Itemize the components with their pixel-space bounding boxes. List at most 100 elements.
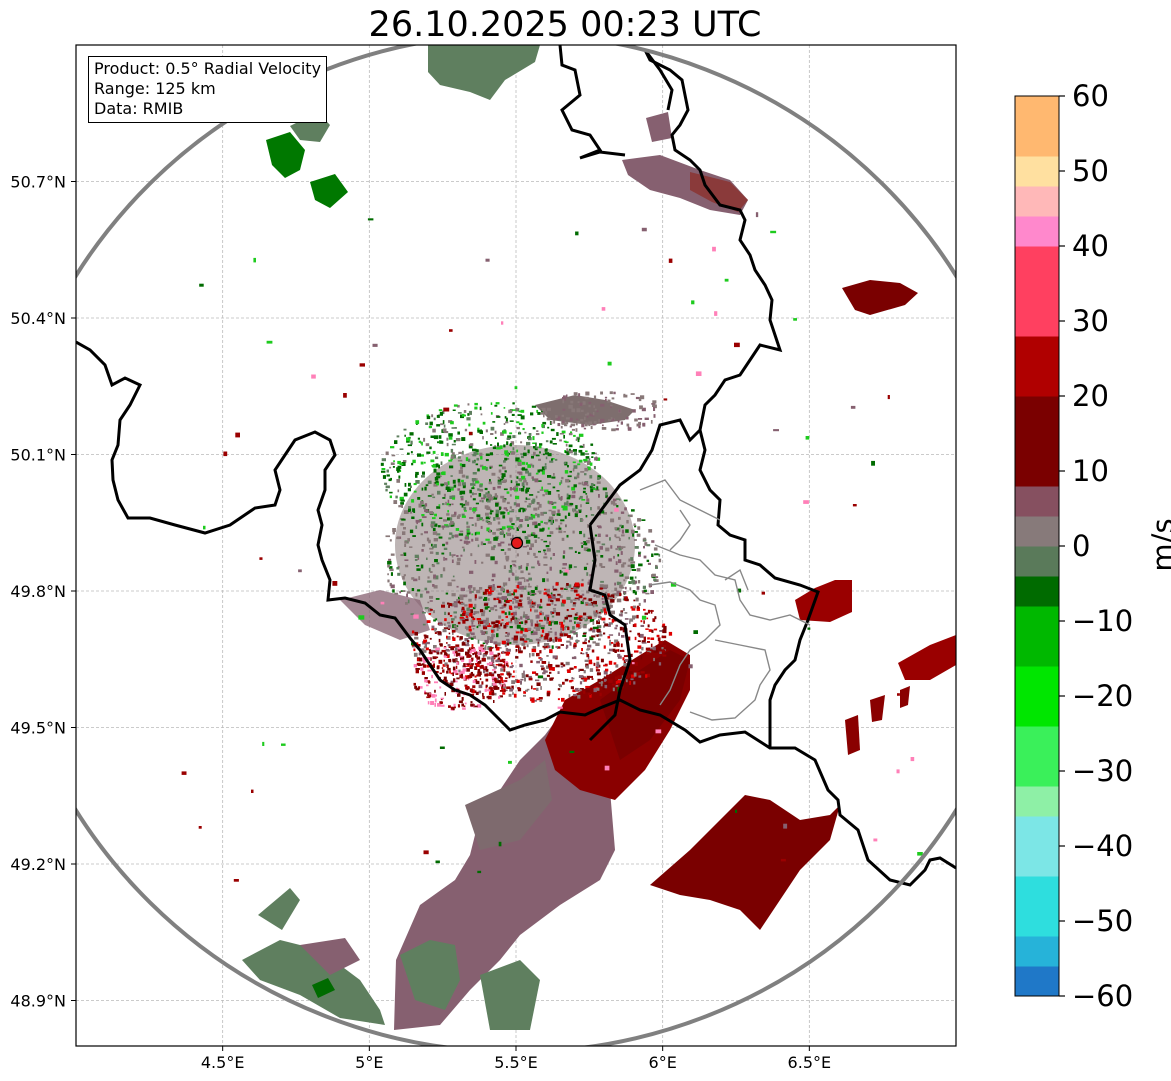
speckle (521, 461, 526, 465)
speckle (415, 687, 420, 691)
speckle (504, 450, 509, 454)
speckle (617, 675, 621, 680)
speckle (447, 510, 449, 513)
speckle (390, 446, 395, 449)
speckle (461, 675, 464, 679)
speckle (467, 678, 470, 681)
speckle (481, 497, 486, 500)
speckle (587, 655, 590, 660)
speckle (647, 637, 650, 640)
speckle (451, 554, 454, 558)
speckle (448, 433, 453, 437)
echo-sw-cluster (242, 940, 385, 1025)
speckle (485, 621, 489, 626)
speckle (662, 629, 667, 634)
speckle (640, 624, 645, 627)
speckle (604, 591, 608, 594)
speckle (588, 659, 593, 664)
speckle (439, 517, 443, 519)
speckle (506, 589, 509, 593)
speckle (566, 644, 569, 648)
speckle (466, 417, 471, 421)
speckle (533, 451, 536, 456)
speckle (566, 640, 571, 643)
speckle (651, 629, 654, 633)
speckle (568, 448, 571, 451)
speckle (528, 677, 533, 681)
speckle (411, 588, 415, 591)
speckle (574, 513, 578, 518)
speckle (586, 590, 590, 594)
speckle (457, 648, 463, 652)
speckle (514, 619, 519, 624)
speckle (425, 647, 429, 651)
speckle (456, 598, 460, 602)
speckle-isolated (770, 230, 777, 234)
speckle (526, 688, 530, 691)
speckle (501, 688, 506, 692)
speckle (485, 538, 490, 541)
speckle (586, 616, 589, 618)
speckle (488, 687, 493, 691)
speckle (634, 650, 639, 653)
speckle (636, 614, 639, 619)
speckle (502, 660, 505, 663)
speckle (500, 472, 503, 475)
speckle (634, 418, 638, 422)
speckle-isolated (691, 300, 695, 305)
speckle (620, 421, 623, 425)
speckle (635, 396, 640, 400)
speckle (466, 528, 470, 533)
speckle (568, 480, 571, 483)
info-source: Data: RMIB (94, 99, 184, 118)
speckle (577, 401, 580, 404)
radar-site-marker[interactable] (510, 536, 524, 550)
speckle (490, 657, 495, 660)
speckle (469, 631, 472, 634)
speckle (558, 530, 563, 534)
speckle (510, 612, 514, 616)
speckle (403, 510, 408, 514)
speckle (489, 452, 493, 456)
speckle (511, 616, 515, 620)
speckle (565, 646, 568, 650)
speckle (539, 528, 544, 532)
speckle (577, 694, 581, 699)
speckle (569, 636, 574, 640)
speckle (491, 634, 496, 638)
speckle (433, 645, 437, 649)
speckle (414, 636, 419, 640)
speckle (606, 674, 609, 677)
speckle (661, 647, 664, 650)
speckle (476, 517, 480, 521)
speckle (598, 494, 600, 498)
speckle (586, 562, 589, 565)
speckle (530, 533, 535, 537)
speckle-isolated (714, 311, 718, 316)
speckle (479, 609, 484, 613)
speckle (509, 688, 514, 692)
speckle (427, 669, 432, 672)
speckle (574, 476, 578, 480)
y-tick-label: 48.9°N (10, 992, 66, 1011)
speckle (446, 670, 449, 674)
speckle (491, 659, 495, 664)
speckle (600, 403, 605, 407)
speckle (396, 567, 399, 570)
speckle (516, 517, 520, 521)
speckle (502, 466, 506, 470)
speckle (473, 493, 477, 495)
speckle (663, 625, 667, 630)
speckle (628, 536, 630, 540)
colorbar-segment (1015, 156, 1059, 187)
speckle (433, 435, 438, 440)
speckle (629, 671, 633, 675)
x-tick-label: 6°E (649, 1053, 677, 1072)
speckle (491, 579, 494, 582)
speckle (535, 679, 540, 682)
speckle (411, 644, 415, 647)
speckle (449, 486, 454, 491)
speckle (509, 517, 513, 522)
speckle (424, 692, 427, 695)
